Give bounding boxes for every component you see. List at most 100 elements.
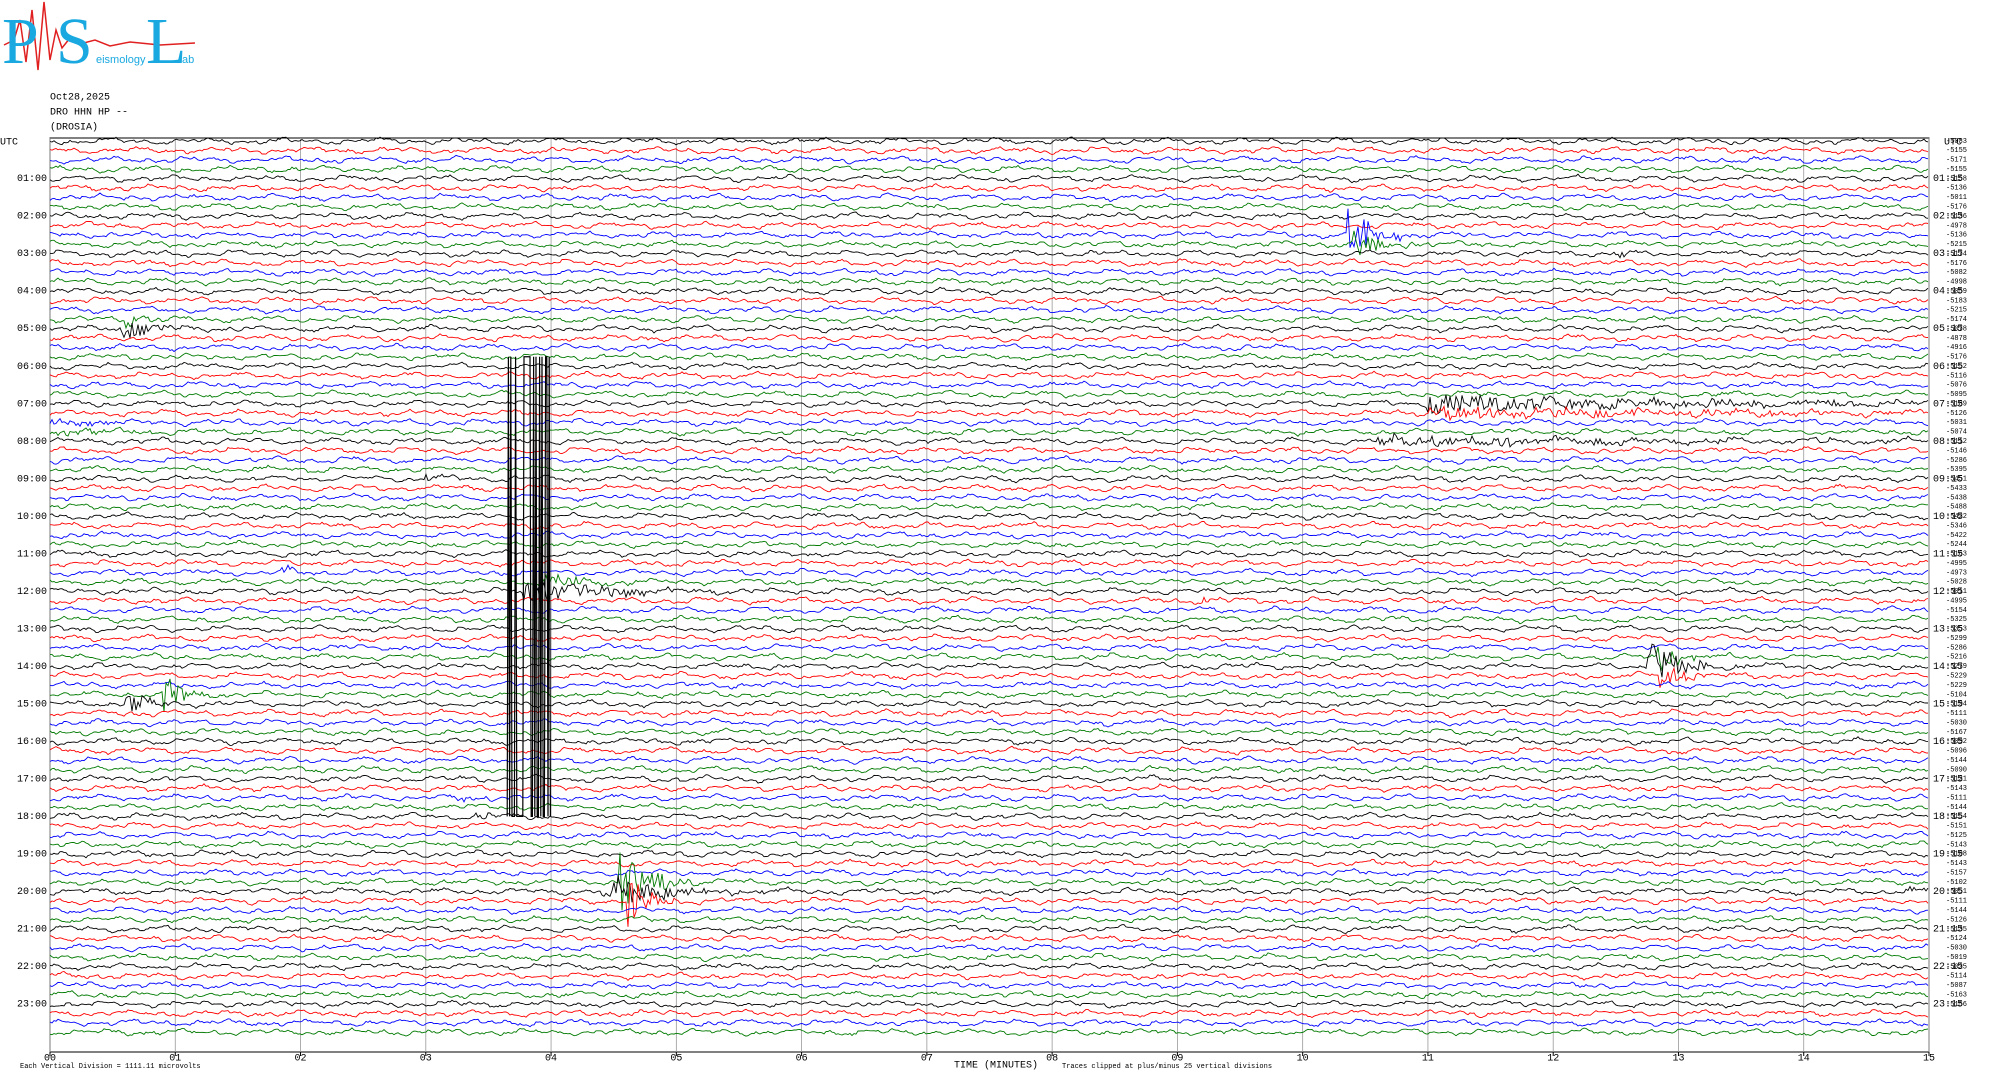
row-offset: -5229 [1946, 673, 1967, 681]
trace [49, 208, 1929, 249]
row-offset: -5144 [1946, 907, 1967, 915]
x-tick-label: 11 [1422, 1054, 1434, 1065]
right-hour-label: 17:15 [1933, 774, 1963, 785]
trace [49, 678, 1929, 713]
left-hour-label: 09:00 [17, 474, 47, 485]
utc-right: UTC [1944, 138, 1962, 149]
trace [49, 473, 1929, 484]
row-offset: -4998 [1946, 279, 1967, 287]
row-offset: -5104 [1946, 691, 1967, 699]
row-offset: -5096 [1946, 748, 1967, 756]
row-offset: -5244 [1946, 541, 1967, 549]
row-offset: -5286 [1946, 457, 1967, 465]
right-hour-label: 06:15 [1933, 362, 1963, 373]
trace [49, 136, 1929, 146]
trace [49, 389, 1929, 399]
plot-frame [49, 137, 1930, 1053]
row-offset: -5144 [1946, 757, 1967, 765]
row-offset: -5124 [1946, 935, 1967, 943]
trace [49, 445, 1929, 456]
row-offset: -5126 [1946, 916, 1967, 924]
trace [49, 802, 1929, 812]
trace [49, 811, 1929, 821]
x-tick-label: 04 [545, 1054, 557, 1065]
trace [49, 793, 1929, 803]
trace [49, 192, 1929, 203]
row-offset: -5174 [1946, 250, 1967, 258]
trace [49, 230, 1929, 256]
row-offset: -5083 [1946, 138, 1967, 146]
row-offset: -5346 [1946, 522, 1967, 530]
x-tick-label: 01 [169, 1054, 181, 1065]
right-hour-label: 10:15 [1933, 512, 1963, 523]
x-tick-label: 10 [1297, 1054, 1309, 1065]
left-hour-label: 03:00 [17, 249, 47, 260]
trace [49, 361, 1929, 371]
left-hour-label: 19:00 [17, 850, 47, 861]
left-hour-label: 06:00 [17, 362, 47, 373]
row-offset: -5176 [1946, 260, 1967, 268]
trace [49, 736, 1929, 747]
row-offset: -5433 [1946, 485, 1967, 493]
trace [49, 342, 1929, 353]
trace [50, 201, 1929, 212]
logo-squiggle [3, 1, 196, 71]
right-hour-label: 13:15 [1933, 624, 1963, 635]
row-offset: -5112 [1946, 438, 1967, 446]
trace [49, 821, 1929, 831]
trace [49, 173, 1929, 184]
trace [49, 539, 1929, 550]
row-offset: -4878 [1946, 335, 1967, 343]
left-hour-label: 16:00 [17, 737, 47, 748]
trace [49, 286, 1929, 296]
left-hour-label: 07:00 [17, 399, 47, 410]
row-offset: -5216 [1946, 654, 1967, 662]
row-offset: -5078 [1946, 325, 1967, 333]
clipped-trace [506, 356, 551, 817]
left-hour-label: 15:00 [17, 699, 47, 710]
row-offset: -5102 [1946, 879, 1967, 887]
trace [49, 323, 1929, 339]
trace [49, 370, 1929, 381]
row-offset: -4916 [1946, 344, 1967, 352]
left-hour-label: 11:00 [17, 549, 47, 560]
row-offset: -5158 [1946, 175, 1967, 183]
row-offset: -5074 [1946, 429, 1967, 437]
row-offset: -5451 [1946, 476, 1967, 484]
row-offset: -4995 [1946, 560, 1967, 568]
x-tick-label: 09 [1171, 1054, 1183, 1065]
row-offset: -5111 [1946, 710, 1967, 718]
row-offset: -5059 [1946, 288, 1967, 296]
row-offset: -5488 [1946, 504, 1967, 512]
row-offset: -5136 [1946, 185, 1967, 193]
x-tick-label: 08 [1046, 1054, 1058, 1065]
trace [49, 764, 1929, 775]
x-tick-label: 12 [1547, 1054, 1559, 1065]
row-offset: -5136 [1946, 232, 1967, 240]
row-offset: -4973 [1946, 569, 1967, 577]
left-hour-label: 17:00 [17, 774, 47, 785]
right-hour-label: 22:15 [1933, 962, 1963, 973]
trace [49, 755, 1929, 765]
row-offset: -5279 [1946, 663, 1967, 671]
left-hour-label: 05:00 [17, 324, 47, 335]
trace [49, 304, 1929, 315]
trace [49, 624, 1929, 634]
left-hour-label: 22:00 [17, 962, 47, 973]
logo-letter: P [2, 5, 39, 78]
left-hour-label: 08:00 [17, 437, 47, 448]
left-hour-label: 12:00 [17, 587, 47, 598]
trace [49, 573, 1929, 591]
x-tick-label: 05 [670, 1054, 682, 1065]
trace [49, 405, 1929, 422]
row-offset: -5163 [1946, 991, 1967, 999]
trace [49, 146, 1929, 155]
trace [49, 849, 1929, 859]
row-offset: -5076 [1946, 382, 1967, 390]
row-offset: -5087 [1946, 982, 1967, 990]
trace [49, 717, 1928, 728]
left-hour-label: 18:00 [17, 812, 47, 823]
right-hour-label: 21:15 [1933, 925, 1963, 936]
row-offset: -5156 [1946, 1001, 1967, 1009]
x-tick-label: 13 [1672, 1054, 1684, 1065]
